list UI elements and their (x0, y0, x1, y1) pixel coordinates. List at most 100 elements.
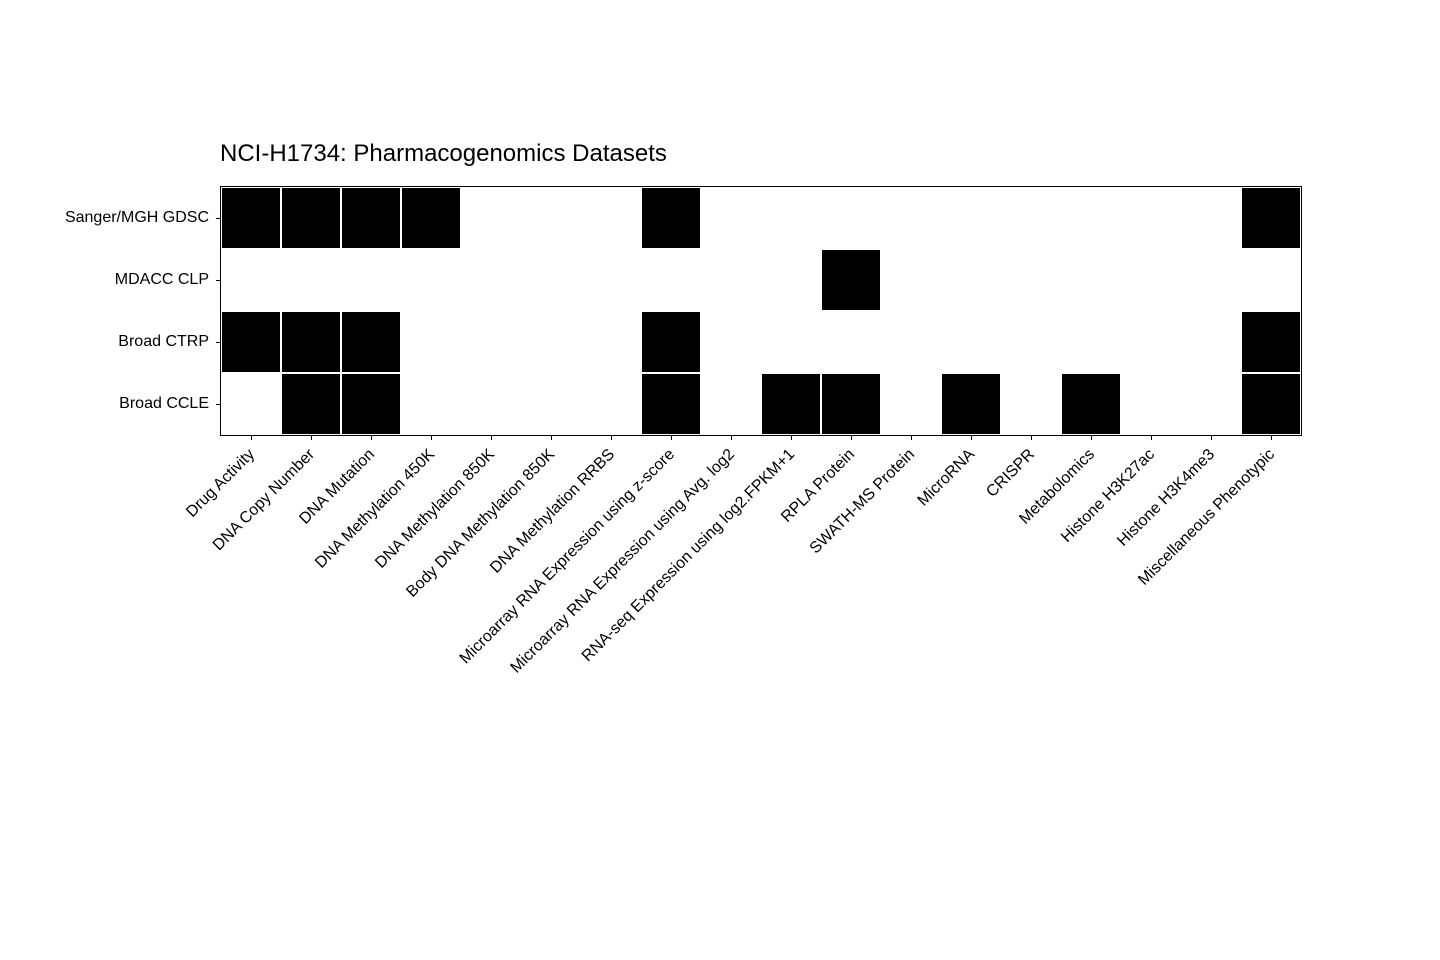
heatmap-cell (462, 374, 520, 434)
heatmap-cell (462, 250, 520, 310)
y-tick (216, 342, 221, 343)
heatmap-cell (702, 250, 760, 310)
heatmap-cell (522, 250, 580, 310)
heatmap-cell (1122, 188, 1180, 248)
x-tick (911, 435, 912, 440)
heatmap-cell (642, 312, 700, 372)
heatmap-cell (462, 188, 520, 248)
plot: Sanger/MGH GDSCMDACC CLPBroad CTRPBroad … (220, 186, 1302, 436)
heatmap-cell (342, 312, 400, 372)
y-axis-label: Broad CTRP (118, 333, 221, 351)
heatmap-cell (222, 250, 280, 310)
heatmap-cell (282, 188, 340, 248)
y-tick (216, 404, 221, 405)
x-tick (971, 435, 972, 440)
heatmap-cell (522, 374, 580, 434)
heatmap-cell (942, 374, 1000, 434)
heatmap-cell (222, 312, 280, 372)
x-tick (491, 435, 492, 440)
heatmap-cell (342, 188, 400, 248)
heatmap-cell (1122, 374, 1180, 434)
heatmap-cell (1062, 250, 1120, 310)
chart-title: NCI-H1734: Pharmacogenomics Datasets (220, 140, 1302, 168)
heatmap-cell (1002, 312, 1060, 372)
heatmap-cell (762, 374, 820, 434)
heatmap-cell (762, 312, 820, 372)
heatmap-cell (222, 374, 280, 434)
heatmap-cell (222, 188, 280, 248)
heatmap-cell (402, 312, 460, 372)
heatmap-cell (1242, 250, 1300, 310)
heatmap-cell (1242, 188, 1300, 248)
x-tick (431, 435, 432, 440)
y-axis-label: MDACC CLP (115, 271, 221, 289)
heatmap-cell (942, 188, 1000, 248)
heatmap-cell (822, 250, 880, 310)
x-tick (611, 435, 612, 440)
y-axis-label: Sanger/MGH GDSC (65, 209, 221, 227)
heatmap-cell (282, 374, 340, 434)
heatmap-cell (402, 188, 460, 248)
heatmap-cell (1122, 312, 1180, 372)
x-tick (671, 435, 672, 440)
x-tick (1211, 435, 1212, 440)
heatmap-cell (822, 374, 880, 434)
heatmap-cell (522, 188, 580, 248)
heatmap-cell (282, 312, 340, 372)
heatmap-cell (882, 312, 940, 372)
x-tick (791, 435, 792, 440)
heatmap-cell (582, 374, 640, 434)
heatmap-cell (822, 312, 880, 372)
heatmap-cell (1122, 250, 1180, 310)
heatmap-cell (1002, 250, 1060, 310)
heatmap-cell (642, 374, 700, 434)
heatmap-cell (702, 188, 760, 248)
heatmap-cell (882, 250, 940, 310)
x-tick (251, 435, 252, 440)
chart-container: NCI-H1734: Pharmacogenomics Datasets San… (220, 140, 1302, 436)
heatmap-cell (822, 188, 880, 248)
heatmap-cell (762, 188, 820, 248)
heatmap-cell (942, 312, 1000, 372)
x-tick (731, 435, 732, 440)
y-tick (216, 280, 221, 281)
heatmap-cell (582, 250, 640, 310)
x-tick (1271, 435, 1272, 440)
x-tick (311, 435, 312, 440)
heatmap-cell (702, 374, 760, 434)
heatmap-cell (582, 188, 640, 248)
heatmap-cell (1242, 312, 1300, 372)
heatmap-cell (582, 312, 640, 372)
heatmap-cell (342, 374, 400, 434)
heatmap-cell (1182, 188, 1240, 248)
heatmap-cell (1062, 312, 1120, 372)
heatmap-cell (762, 250, 820, 310)
heatmap-cell (1002, 188, 1060, 248)
heatmap-cell (882, 374, 940, 434)
x-axis-label: MicroRNA (909, 439, 980, 510)
heatmap-cell (1182, 250, 1240, 310)
x-tick (1091, 435, 1092, 440)
heatmap-cell (1242, 374, 1300, 434)
heatmap-cell (462, 312, 520, 372)
heatmap-cell (342, 250, 400, 310)
x-tick (551, 435, 552, 440)
y-tick (216, 218, 221, 219)
heatmap-cell (402, 374, 460, 434)
heatmap-cell (282, 250, 340, 310)
heatmap-cell (402, 250, 460, 310)
heatmap-cell (1062, 188, 1120, 248)
heatmap-cell (1182, 374, 1240, 434)
x-tick (851, 435, 852, 440)
x-tick (1151, 435, 1152, 440)
heatmap-cell (642, 250, 700, 310)
heatmap-cell (1062, 374, 1120, 434)
x-tick (1031, 435, 1032, 440)
heatmap-cell (522, 312, 580, 372)
heatmap-cell (642, 188, 700, 248)
x-tick (371, 435, 372, 440)
heatmap-cell (942, 250, 1000, 310)
heatmap-cell (1182, 312, 1240, 372)
heatmap-cell (702, 312, 760, 372)
plot-area: Sanger/MGH GDSCMDACC CLPBroad CTRPBroad … (220, 186, 1302, 436)
